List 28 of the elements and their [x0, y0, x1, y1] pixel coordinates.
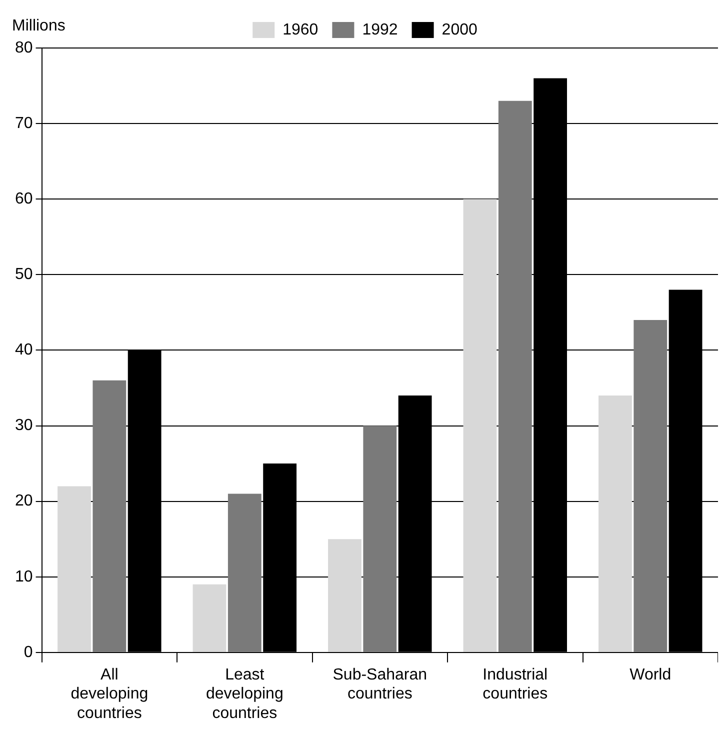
x-tick-label: Sub-Saharan countries [332, 666, 428, 703]
bar [228, 494, 262, 652]
bar [58, 486, 91, 652]
bar [598, 396, 632, 652]
bar [328, 539, 362, 652]
bar [92, 380, 126, 652]
x-tick-label: All developing countries [70, 666, 148, 722]
y-axis-title: Millions [12, 17, 66, 34]
y-tick-label: 80 [15, 39, 33, 56]
y-tick-label: 0 [24, 644, 33, 661]
bar [498, 100, 532, 652]
y-tick-label: 60 [15, 190, 33, 208]
bar [463, 199, 497, 652]
y-tick-label: 30 [15, 417, 33, 434]
legend-label: 1992 [362, 21, 398, 38]
y-tick-label: 40 [15, 342, 33, 359]
legend-label: 2000 [442, 21, 478, 38]
x-tick-label: Industrial countries [482, 666, 548, 703]
y-tick-label: 50 [15, 266, 33, 284]
bar [363, 426, 397, 652]
bar [192, 584, 226, 652]
y-tick-label: 10 [15, 568, 33, 586]
x-tick-label: World [630, 666, 672, 684]
y-tick-label: 20 [15, 492, 33, 510]
bar [634, 320, 668, 652]
x-tick-label: Least developing countries [206, 666, 284, 722]
y-tick-label: 70 [15, 114, 33, 132]
legend-label: 1960 [282, 21, 318, 38]
